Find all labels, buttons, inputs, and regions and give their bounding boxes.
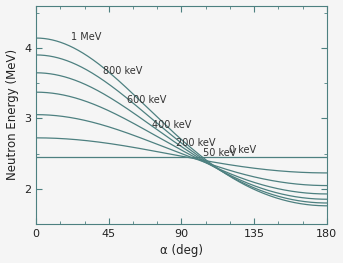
Text: 600 keV: 600 keV	[127, 95, 167, 105]
Text: 800 keV: 800 keV	[103, 67, 142, 77]
Text: 400 keV: 400 keV	[152, 120, 191, 130]
Text: 0 keV: 0 keV	[229, 145, 256, 155]
X-axis label: α (deg): α (deg)	[160, 244, 203, 257]
Y-axis label: Neutron Energy (MeV): Neutron Energy (MeV)	[5, 49, 19, 180]
Text: 50 keV: 50 keV	[203, 148, 237, 158]
Text: 1 MeV: 1 MeV	[71, 32, 101, 42]
Text: 200 keV: 200 keV	[176, 138, 215, 148]
